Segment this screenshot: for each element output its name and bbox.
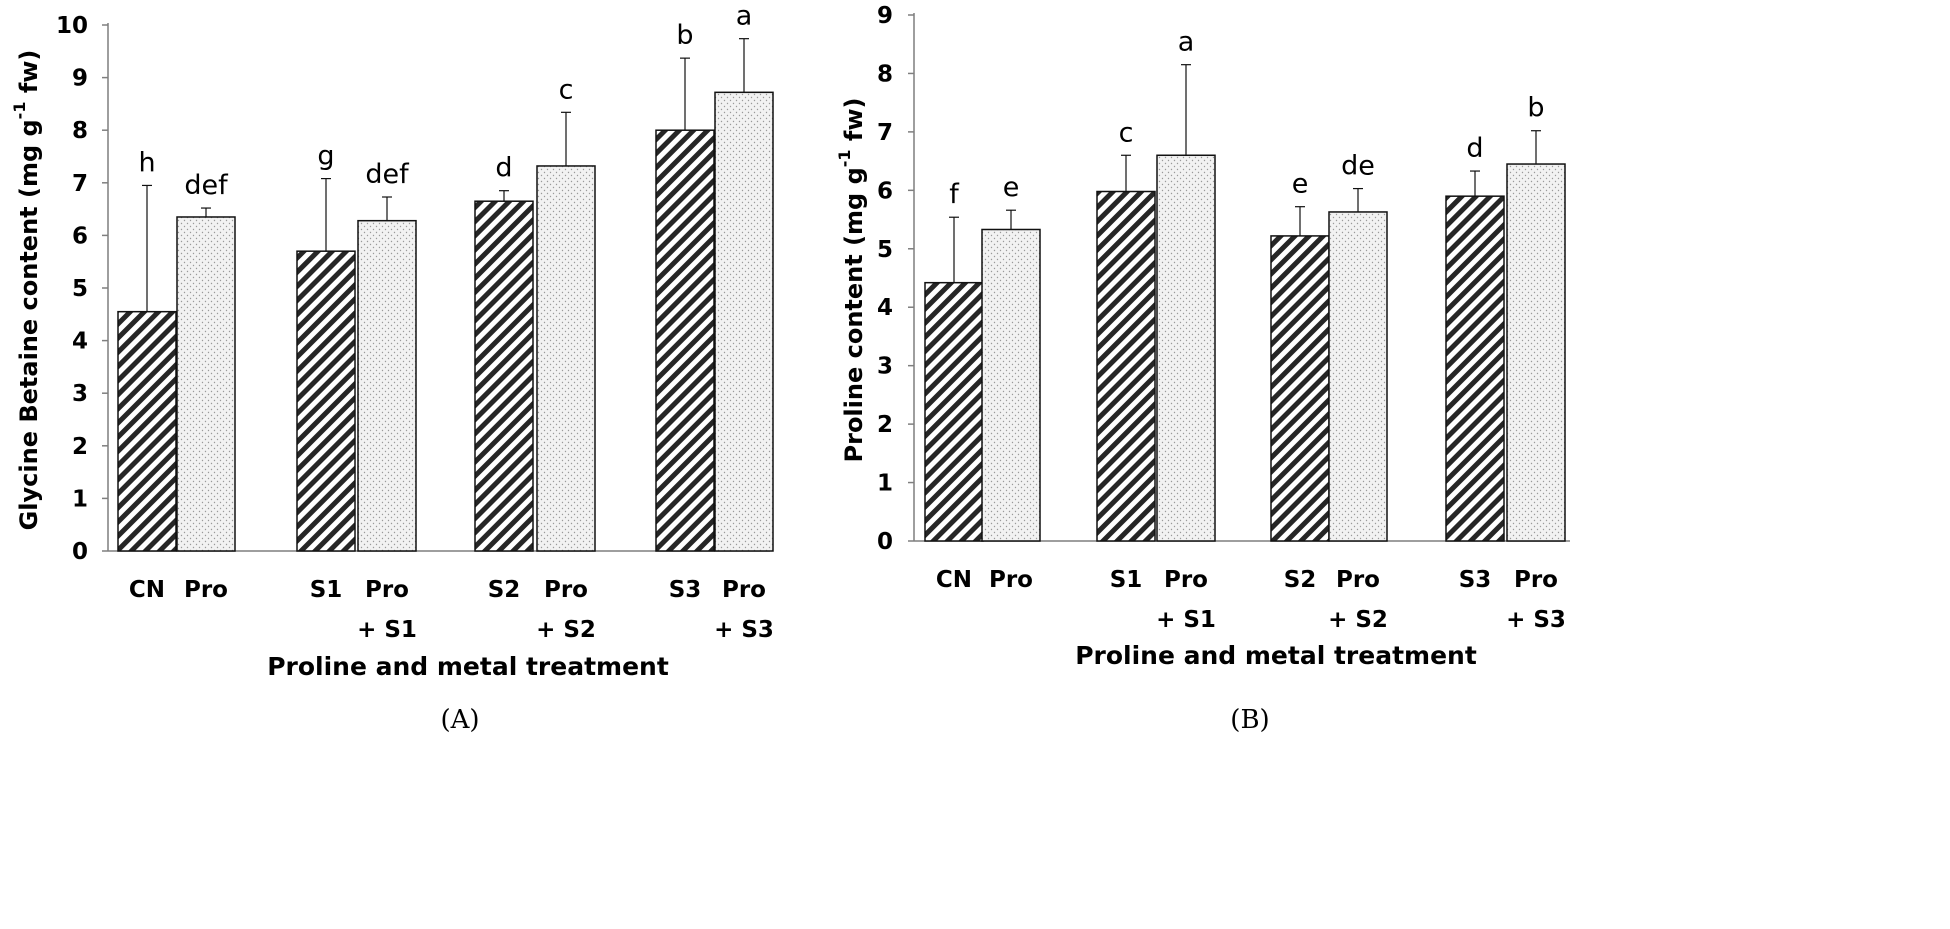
y-tick-label: 4 bbox=[877, 295, 893, 321]
y-tick-label: 8 bbox=[72, 118, 88, 144]
y-axis-title-tail: fw) bbox=[15, 50, 43, 102]
y-tick-label: 9 bbox=[877, 3, 893, 29]
bar-dotted bbox=[357, 219, 417, 552]
significance-letter: a bbox=[1178, 27, 1195, 58]
x-tick-label: CN bbox=[936, 567, 972, 593]
x-tick-label: Pro bbox=[544, 577, 588, 603]
x-tick-label: + S3 bbox=[1506, 607, 1566, 633]
y-tick-label: 2 bbox=[72, 434, 88, 460]
y-tick-label: 1 bbox=[877, 471, 893, 497]
x-tick-label: + S2 bbox=[536, 617, 596, 643]
significance-letter: g bbox=[317, 141, 334, 172]
x-tick-label: + S2 bbox=[1328, 607, 1388, 633]
significance-letter: def bbox=[184, 170, 229, 201]
significance-letter: h bbox=[138, 147, 155, 178]
y-axis-title-superscript: -1 bbox=[10, 102, 29, 120]
bar-hatched bbox=[1445, 195, 1505, 542]
significance-letter: def bbox=[365, 159, 410, 190]
significance-letter: b bbox=[676, 20, 693, 51]
bar-hatched bbox=[1096, 190, 1156, 542]
x-tick-label: Pro bbox=[365, 577, 409, 603]
x-axis-title: Proline and metal treatment bbox=[267, 652, 669, 681]
bar-hatched bbox=[296, 250, 356, 552]
y-axis-title-superscript: -1 bbox=[835, 149, 854, 167]
panel-label: (B) bbox=[1230, 705, 1269, 735]
x-tick-label: Pro bbox=[184, 577, 228, 603]
x-tick-label: + S1 bbox=[357, 617, 417, 643]
bar-dotted bbox=[176, 216, 236, 552]
y-tick-label: 9 bbox=[72, 66, 88, 92]
y-axis-title-main: Glycine Betaine content (mg g bbox=[15, 119, 43, 530]
significance-letter: d bbox=[1466, 133, 1483, 164]
x-tick-label: CN bbox=[129, 577, 165, 603]
x-tick-label: Pro bbox=[1336, 567, 1380, 593]
x-tick-label: + S1 bbox=[1156, 607, 1216, 633]
bar-dotted bbox=[1156, 154, 1216, 542]
significance-letter: e bbox=[1292, 169, 1309, 200]
significance-letter: de bbox=[1341, 151, 1375, 182]
y-tick-label: 7 bbox=[72, 171, 88, 197]
y-tick-label: 3 bbox=[877, 354, 893, 380]
y-axis-title-tail: fw) bbox=[840, 98, 868, 150]
x-tick-label: S3 bbox=[669, 577, 702, 603]
significance-letter: d bbox=[495, 153, 512, 184]
y-axis-title: Proline content (mg g-1 fw) bbox=[835, 98, 868, 463]
y-tick-label: 0 bbox=[72, 539, 88, 565]
bar-hatched bbox=[117, 310, 177, 552]
panel-b-proline-chart: 0 1 2 3 4 5 6 7 8 9 f CN e Pro c S1 a Pro + S1 e S2 de Pro + S2… bbox=[835, 3, 1570, 735]
x-tick-label: Pro bbox=[989, 567, 1033, 593]
bar-dotted bbox=[981, 228, 1041, 542]
y-tick-label: 3 bbox=[72, 381, 88, 407]
bar-dotted bbox=[536, 165, 596, 552]
bar-dotted bbox=[714, 91, 774, 552]
significance-letter: c bbox=[1119, 117, 1134, 148]
y-tick-label: 7 bbox=[877, 120, 893, 146]
bar-dotted bbox=[1328, 211, 1388, 542]
y-axis-title-main: Proline content (mg g bbox=[840, 167, 868, 462]
bar-hatched bbox=[655, 129, 715, 552]
significance-letter: c bbox=[559, 74, 574, 105]
x-tick-label: S1 bbox=[310, 577, 343, 603]
y-tick-label: 4 bbox=[72, 329, 88, 355]
significance-letter: f bbox=[949, 179, 960, 210]
x-tick-label: Pro bbox=[1514, 567, 1558, 593]
y-axis-title: Glycine Betaine content (mg g-1 fw) bbox=[10, 50, 43, 531]
y-tick-label: 1 bbox=[72, 486, 88, 512]
significance-letter: a bbox=[736, 1, 753, 32]
significance-letter: e bbox=[1003, 172, 1020, 203]
bar-hatched bbox=[474, 200, 534, 552]
x-tick-label: S2 bbox=[1284, 567, 1317, 593]
x-axis-title: Proline and metal treatment bbox=[1075, 641, 1477, 670]
bar-hatched bbox=[924, 281, 984, 542]
x-tick-label: S3 bbox=[1459, 567, 1492, 593]
bar-hatched bbox=[1270, 235, 1330, 542]
y-tick-label: 5 bbox=[877, 237, 893, 263]
y-tick-label: 10 bbox=[56, 13, 88, 39]
x-tick-label: + S3 bbox=[714, 617, 774, 643]
y-tick-label: 0 bbox=[877, 529, 893, 555]
panel-label: (A) bbox=[440, 705, 479, 735]
x-tick-label: S2 bbox=[488, 577, 521, 603]
x-tick-label: S1 bbox=[1110, 567, 1143, 593]
bar-dotted bbox=[1506, 163, 1566, 542]
significance-letter: b bbox=[1527, 93, 1544, 124]
panel-a-glycine-betaine-chart: 0 1 2 3 4 5 6 7 8 9 10 h CN def Pro g S1 def Pro + S1 d S2 c Pr… bbox=[10, 1, 774, 735]
y-tick-label: 5 bbox=[72, 276, 88, 302]
y-tick-label: 8 bbox=[877, 61, 893, 87]
y-tick-label: 6 bbox=[877, 178, 893, 204]
x-tick-label: Pro bbox=[722, 577, 766, 603]
x-tick-label: Pro bbox=[1164, 567, 1208, 593]
y-tick-label: 6 bbox=[72, 223, 88, 249]
y-tick-label: 2 bbox=[877, 412, 893, 438]
